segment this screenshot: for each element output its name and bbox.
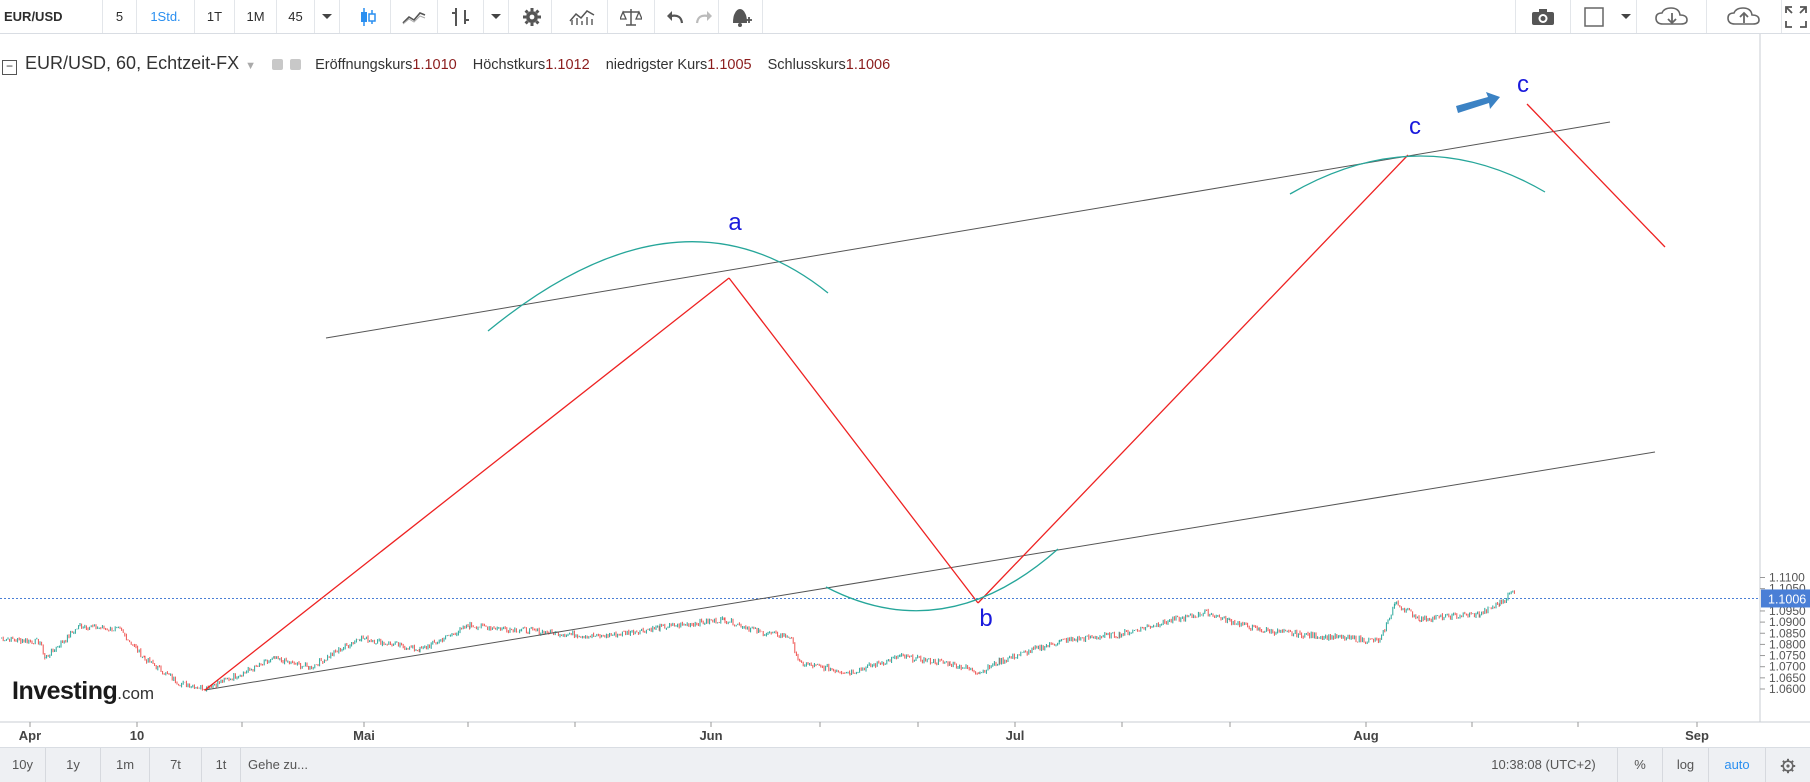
y-tick-label: 1.0900: [1769, 615, 1806, 629]
x-tick-label: Sep: [1685, 728, 1709, 743]
line-chart-icon[interactable]: [391, 0, 438, 33]
bottom-bar: 10y 1y 1m 7t 1t Gehe zu... 10:38:08 (UTC…: [0, 747, 1810, 782]
compare-scale-icon[interactable]: [608, 0, 655, 33]
candlestick-chart-icon[interactable]: [345, 0, 391, 33]
indicators-icon[interactable]: [556, 0, 608, 33]
y-tick-label: 1.1100: [1769, 571, 1805, 585]
log-scale-button[interactable]: log: [1663, 748, 1709, 782]
projection-line: [1526, 103, 1666, 248]
wave-label-b: b: [979, 605, 992, 632]
chart-area[interactable]: 1.1100 1.1050 1.0950 1.0900 1.0850 1.0800 1.07…: [0, 34, 1810, 746]
bar-chart-type-icon[interactable]: [438, 0, 484, 33]
range-1m-button[interactable]: 1m: [101, 748, 150, 782]
fullscreen-icon[interactable]: [1782, 0, 1810, 33]
x-tick-label: 10: [130, 728, 144, 743]
chart-legend: − EUR/USD, 60, Echtzeit-FX ▼ Eröffnungsk…: [0, 52, 891, 75]
wave-label-c: c: [1517, 71, 1529, 98]
legend-close-label: Schlusskurs: [767, 57, 846, 73]
clock-time: 10:38:08 (UTC+2): [1470, 748, 1618, 782]
legend-close-value: 1.1006: [845, 57, 891, 73]
blue-arrow-icon: [1456, 92, 1500, 113]
x-tick-label: Aug: [1353, 728, 1378, 743]
arc-top-c: [1289, 155, 1546, 195]
goto-date-button[interactable]: Gehe zu...: [248, 757, 308, 772]
wave-label-c: c: [1409, 113, 1421, 140]
interval-1d-button[interactable]: 1T: [195, 0, 235, 33]
chart-type-dropdown-chevron-icon[interactable]: [484, 0, 509, 33]
bottom-settings-gear-icon[interactable]: [1766, 748, 1810, 782]
symbol-selector[interactable]: EUR/USD: [0, 0, 103, 33]
legend-title-chevron-icon[interactable]: ▼: [245, 60, 257, 72]
range-10y-button[interactable]: 10y: [0, 748, 46, 782]
redo-icon[interactable]: [689, 0, 719, 33]
legend-title: EUR/USD, 60, Echtzeit-FX: [25, 53, 240, 73]
interval-1m-button[interactable]: 1M: [235, 0, 277, 33]
eye-icon[interactable]: [272, 59, 284, 70]
legend-open-value: 1.1010: [412, 57, 457, 73]
investing-logo: Investing.com: [12, 677, 154, 706]
x-tick-label: Apr: [19, 728, 41, 743]
y-tick-label: 1.0650: [1769, 671, 1806, 685]
channel-lower-line: [204, 451, 1656, 691]
legend-low-label: niedrigster Kurs: [605, 57, 708, 73]
interval-5-button[interactable]: 5: [103, 0, 137, 33]
legend-low-value: 1.1005: [707, 57, 752, 73]
y-tick-label: 1.0700: [1769, 660, 1806, 674]
channel-upper-line: [325, 121, 1611, 339]
legend-open-label: Eröffnungskurs: [315, 57, 413, 73]
interval-1h-button[interactable]: 1Std.: [137, 0, 195, 33]
range-7t-button[interactable]: 7t: [150, 748, 202, 782]
x-tick-label: Mai: [353, 728, 375, 743]
last-price-label: 1.1006: [1768, 592, 1806, 606]
wave-line: [204, 277, 730, 691]
wave-line: [977, 154, 1409, 604]
range-1y-button[interactable]: 1y: [46, 748, 101, 782]
settings-gear-icon[interactable]: [513, 0, 552, 33]
arc-top-a: [487, 241, 829, 332]
y-tick-label: 1.0800: [1769, 637, 1806, 651]
logo-suffix: .com: [117, 684, 155, 703]
y-tick-label: 1.0850: [1769, 626, 1806, 640]
interval-dropdown-chevron-icon[interactable]: [315, 0, 340, 33]
x-tick-label: Jul: [1006, 728, 1025, 743]
price-chart[interactable]: 1.11001.10501.09501.09001.08501.08001.07…: [0, 34, 1810, 746]
cloud-upload-icon[interactable]: [1707, 0, 1782, 33]
percent-scale-button[interactable]: %: [1618, 748, 1663, 782]
interval-45-button[interactable]: 45: [277, 0, 315, 33]
legend-settings-icon[interactable]: [290, 59, 302, 70]
x-tick-label: Jun: [699, 728, 722, 743]
logo-name: Investing: [12, 677, 118, 705]
alert-bell-icon[interactable]: [719, 0, 763, 33]
arc-bottom-b: [825, 548, 1059, 612]
cloud-download-icon[interactable]: [1637, 0, 1707, 33]
camera-snapshot-icon[interactable]: [1515, 0, 1571, 33]
last-price-tag: [1761, 589, 1810, 608]
legend-high-label: Höchstkurs: [472, 57, 546, 73]
template-dropdown-chevron-icon[interactable]: [1616, 0, 1637, 33]
wave-label-a: a: [728, 209, 742, 236]
legend-high-value: 1.1012: [545, 57, 590, 73]
range-1t-button[interactable]: 1t: [202, 748, 241, 782]
y-tick-label: 1.0600: [1769, 682, 1806, 696]
wave-line: [728, 277, 979, 604]
y-tick-label: 1.0750: [1769, 649, 1806, 663]
collapse-square-icon[interactable]: −: [2, 60, 17, 75]
undo-icon[interactable]: [661, 0, 689, 33]
auto-scale-button[interactable]: auto: [1709, 748, 1766, 782]
template-box-icon[interactable]: [1571, 0, 1616, 33]
top-toolbar: EUR/USD 5 1Std. 1T 1M 45: [0, 0, 1810, 34]
